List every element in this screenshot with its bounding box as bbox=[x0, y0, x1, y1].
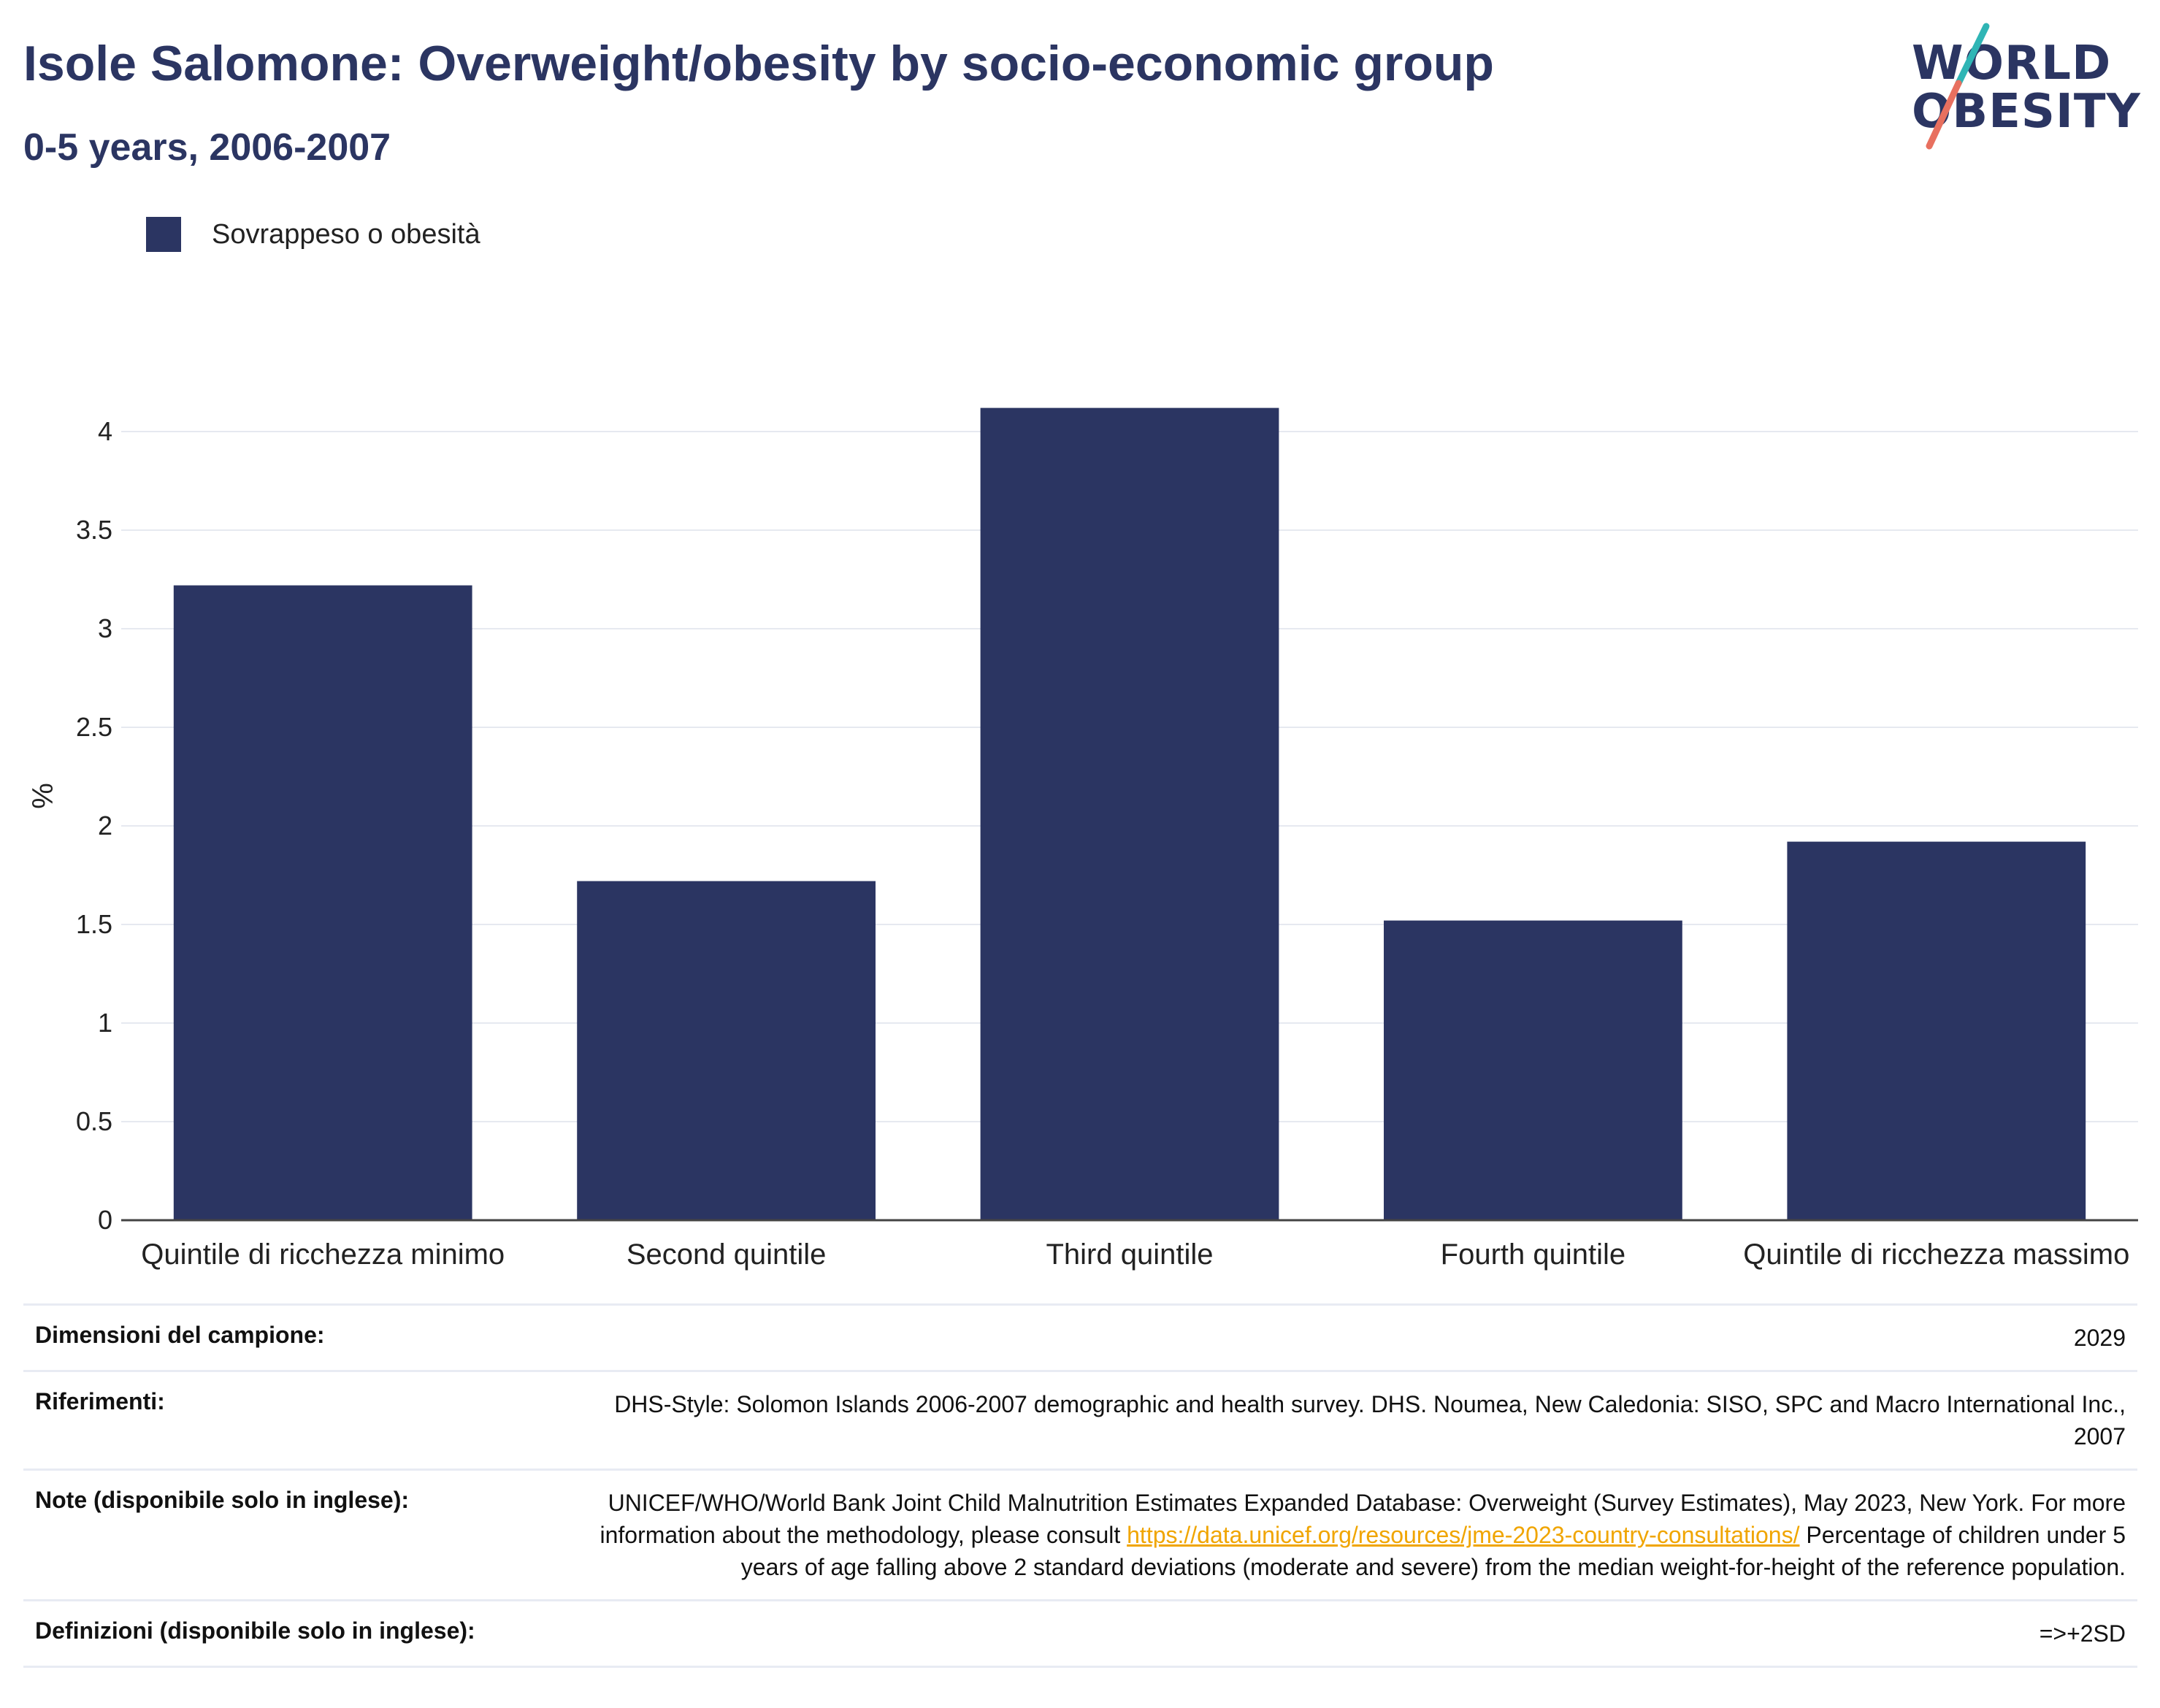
notes-link[interactable]: https://data.unicef.org/resources/jme-20… bbox=[1127, 1522, 1800, 1548]
y-tick-label: 3.5 bbox=[76, 515, 112, 545]
x-category-label: Third quintile bbox=[1046, 1238, 1213, 1271]
meta-row-references: Riferimenti: DHS-Style: Solomon Islands … bbox=[23, 1370, 2137, 1468]
x-category-label: Second quintile bbox=[627, 1238, 827, 1271]
bar bbox=[1384, 920, 1682, 1220]
meta-row-sample-size: Dimensioni del campione: 2029 bbox=[23, 1303, 2137, 1370]
bar-chart: 0 0.5 1 1.5 2 2.5 3 3.5 4 Quintile di ricchezza … bbox=[27, 407, 2138, 1271]
y-tick-label: 0.5 bbox=[76, 1106, 112, 1136]
sample-size-value: 2029 bbox=[2073, 1325, 2126, 1351]
y-tick-label: 1.5 bbox=[76, 909, 112, 939]
y-tick-label: 2 bbox=[98, 811, 112, 840]
definitions-label: Definizioni (disponibile solo in inglese… bbox=[35, 1617, 475, 1644]
logo-word-obesity: OBESITY bbox=[1912, 85, 2141, 139]
chart-subtitle: 0-5 years, 2006-2007 bbox=[23, 126, 391, 169]
notes-text-post: Percentage of children under 5 years of … bbox=[740, 1522, 2126, 1580]
y-tick-label: 1 bbox=[98, 1008, 112, 1038]
meta-row-notes: Note (disponibile solo in inglese): UNIC… bbox=[23, 1468, 2137, 1599]
world-obesity-logo: WORLD OBESITY bbox=[1899, 20, 2147, 159]
notes-label: Note (disponibile solo in inglese): bbox=[35, 1487, 410, 1513]
x-category-label: Quintile di ricchezza minimo bbox=[141, 1238, 505, 1271]
legend-label: Sovrappeso o obesità bbox=[212, 218, 480, 250]
meta-row-definitions: Definizioni (disponibile solo in inglese… bbox=[23, 1599, 2137, 1668]
x-category-labels: Quintile di ricchezza minimo Second quint… bbox=[141, 1238, 2129, 1271]
notes-value: UNICEF/WHO/World Bank Joint Child Malnut… bbox=[592, 1487, 2126, 1583]
y-tick-label: 0 bbox=[98, 1205, 112, 1235]
logo-slash-icon bbox=[1926, 23, 1990, 150]
chart-title: Isole Salomone: Overweight/obesity by so… bbox=[23, 36, 1494, 91]
x-category-label: Fourth quintile bbox=[1441, 1238, 1625, 1271]
y-tick-label: 3 bbox=[98, 613, 112, 643]
metadata-table: Dimensioni del campione: 2029 Riferiment… bbox=[23, 1303, 2137, 1668]
x-category-label: Quintile di ricchezza massimo bbox=[1743, 1238, 2129, 1271]
legend: Sovrappeso o obesità bbox=[146, 217, 480, 252]
bar bbox=[173, 585, 472, 1220]
notes-text-pre: UNICEF/WHO/World Bank Joint Child Malnut… bbox=[600, 1490, 2126, 1548]
definitions-value: =>+2SD bbox=[2039, 1620, 2126, 1647]
sample-size-label: Dimensioni del campione: bbox=[35, 1322, 325, 1348]
references-value: DHS-Style: Solomon Islands 2006-2007 dem… bbox=[614, 1391, 2126, 1449]
y-tick-label: 4 bbox=[98, 416, 112, 446]
legend-swatch bbox=[146, 217, 181, 252]
bar bbox=[1787, 841, 2086, 1220]
y-tick-label: 2.5 bbox=[76, 712, 112, 742]
y-axis-label: % bbox=[27, 783, 59, 809]
logo-word-world: WORLD bbox=[1912, 37, 2112, 91]
y-tick-labels: 0 0.5 1 1.5 2 2.5 3 3.5 4 bbox=[76, 416, 112, 1235]
bar bbox=[577, 881, 876, 1220]
bars bbox=[173, 407, 2086, 1220]
bar bbox=[980, 407, 1279, 1220]
references-label: Riferimenti: bbox=[35, 1388, 165, 1414]
